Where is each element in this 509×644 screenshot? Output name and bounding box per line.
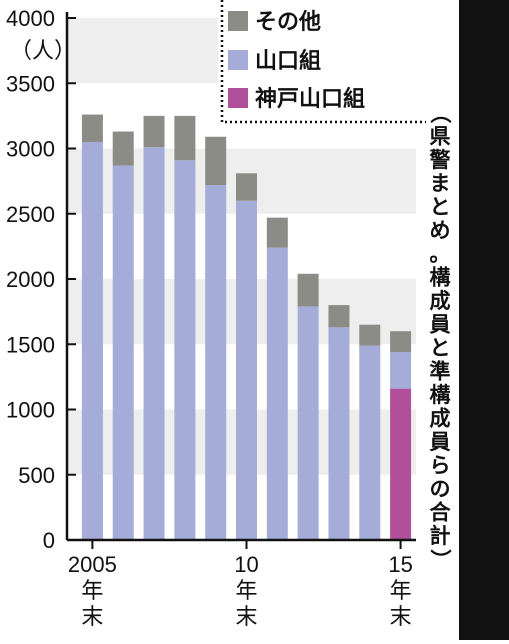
- y-tick-label: 2500: [6, 202, 55, 227]
- subtitle-char: の: [430, 477, 451, 501]
- x-tick-label: 末: [235, 604, 257, 629]
- legend-swatch-kobe-yamaguchi-gumi: [228, 88, 248, 108]
- bar-kobe-yamaguchi-gumi: [390, 388, 412, 540]
- subtitle-char: 計: [430, 524, 451, 548]
- bar-yamaguchi-gumi: [205, 185, 227, 541]
- bar-yamaguchi-gumi: [390, 352, 412, 389]
- legend-label-other: その他: [255, 10, 321, 35]
- y-tick-label: 3500: [6, 71, 55, 96]
- axes: [65, 12, 416, 549]
- y-tick-label: 3000: [6, 137, 55, 162]
- title-char: 兵: [468, 38, 500, 76]
- subtitle-char: 警: [429, 148, 451, 172]
- bar-other: [236, 173, 257, 201]
- subtitle-char: 県: [430, 125, 451, 149]
- bars: [81, 114, 412, 541]
- title-char: 移: [468, 518, 500, 556]
- title-char: 庫: [468, 78, 500, 116]
- x-tick-label: 年: [235, 578, 257, 603]
- y-tick-label: 1500: [6, 332, 55, 357]
- bar-yamaguchi-gumi: [328, 327, 350, 540]
- bar-other: [81, 114, 103, 142]
- subtitle-char: （: [428, 103, 452, 124]
- subtitle-char: ま: [430, 172, 451, 196]
- title-char: 力: [468, 278, 500, 316]
- y-tick-label: 500: [18, 463, 55, 488]
- subtitle-char: と: [430, 195, 451, 219]
- bar-other: [205, 136, 227, 186]
- subtitle-char: 構: [430, 383, 451, 407]
- x-tick-label: 年: [390, 578, 412, 603]
- bar-yamaguchi-gumi: [266, 247, 288, 540]
- bar-other: [174, 115, 196, 161]
- bar-other: [359, 324, 381, 346]
- y-unit-label: （人）: [10, 38, 76, 63]
- title-panel: ■ 兵庫県内の暴力団勢力の推移: [459, 0, 509, 640]
- bar-yamaguchi-gumi: [359, 345, 381, 540]
- legend: その他 山口組 神戸山口組: [218, 0, 426, 124]
- bar-yamaguchi-gumi: [297, 306, 319, 540]
- subtitle-char: 合: [430, 501, 452, 525]
- bar-other: [328, 305, 350, 328]
- y-tick-label: 0: [43, 528, 55, 553]
- subtitle-char: と: [430, 336, 451, 360]
- x-tick-label: 15: [388, 552, 412, 577]
- x-tick-label: 末: [81, 604, 103, 629]
- title-char: 団: [468, 318, 500, 356]
- x-tick-label: 10: [234, 552, 258, 577]
- subtitle-char: ら: [430, 454, 451, 478]
- y-tick-label: 2000: [6, 267, 55, 292]
- title-char: 内: [468, 158, 500, 196]
- x-tick-label: 年: [81, 578, 103, 603]
- subtitle-char: め: [430, 219, 451, 243]
- subtitle-char: 準: [430, 360, 451, 384]
- subtitle-char: 成: [430, 407, 451, 431]
- subtitle-char: 。: [430, 242, 451, 266]
- title-char: の: [468, 198, 500, 236]
- bar-other: [112, 131, 134, 166]
- bar-other: [390, 331, 412, 353]
- legend-swatch-other: [228, 11, 248, 31]
- bar-other: [143, 115, 165, 148]
- bar-other: [297, 273, 319, 307]
- y-tick-labels: 0 500 1000 1500 2000 2500 3000 3500 4000: [6, 6, 55, 553]
- x-tick-label: 末: [390, 604, 412, 629]
- legend-border: [220, 0, 426, 124]
- legend-label-kobe-yamaguchi-gumi: 神戸山口組: [255, 86, 365, 112]
- title-char: 勢: [468, 358, 500, 396]
- bar-yamaguchi-gumi: [174, 160, 196, 540]
- legend-label-yamaguchi-gumi: 山口組: [255, 48, 321, 74]
- subtitle-char: 員: [429, 430, 451, 454]
- subtitle-char: 員: [429, 313, 451, 337]
- title-char: 県: [468, 118, 500, 156]
- title-char: の: [468, 438, 500, 476]
- bar-yamaguchi-gumi: [81, 141, 103, 540]
- subtitle-char: 構: [430, 266, 451, 290]
- y-tick-label: 4000: [6, 6, 55, 31]
- bar-yamaguchi-gumi: [236, 200, 257, 540]
- title-char: 推: [468, 478, 500, 516]
- title-char: 力: [468, 398, 500, 436]
- y-tick-label: 1000: [6, 398, 55, 423]
- subtitle-char: ）: [428, 549, 452, 570]
- bar-yamaguchi-gumi: [143, 147, 165, 540]
- legend-swatch-yamaguchi-gumi: [228, 50, 248, 70]
- title-char: ■: [469, 0, 499, 36]
- subtitle-char: 成: [430, 289, 451, 313]
- title-char: 暴: [468, 238, 500, 276]
- bar-yamaguchi-gumi: [112, 165, 134, 540]
- x-tick-label: 2005: [68, 552, 117, 577]
- bar-other: [266, 217, 288, 248]
